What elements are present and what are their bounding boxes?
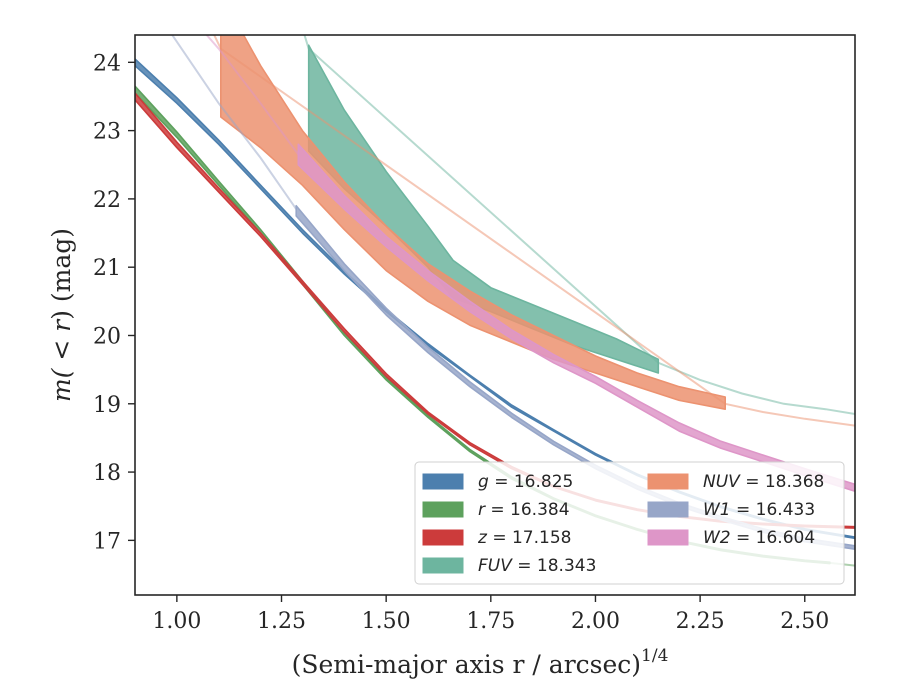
series-w2 <box>205 35 855 492</box>
series-z <box>135 92 855 529</box>
legend-label-w2: W2 = 16.604 <box>703 528 815 548</box>
legend-swatch-r <box>422 501 464 518</box>
legend-label-g: g = 16.825 <box>478 472 573 492</box>
y-tick-label: 21 <box>93 256 121 281</box>
legend-label-z: z = 17.158 <box>477 528 571 548</box>
x-tick-label: 1.50 <box>362 609 411 634</box>
legend-swatch-w1 <box>647 501 689 518</box>
y-tick-label: 17 <box>93 529 121 554</box>
plot-frame <box>134 34 856 596</box>
legend-swatch-g <box>422 473 464 490</box>
legend-label-w1: W1 = 16.433 <box>703 500 815 520</box>
legend-item-w1: W1 = 16.433 <box>647 500 815 520</box>
x-tick-label: 1.75 <box>466 609 515 634</box>
y-tick-label: 19 <box>93 393 121 418</box>
legend-swatch-fuv <box>422 557 464 574</box>
series-w1-band <box>295 204 855 550</box>
legend-item-nuv: NUV = 18.368 <box>647 472 824 492</box>
x-axis-label: (Semi-major axis r / arcsec)1/4 <box>292 646 669 679</box>
legend-frame <box>414 461 845 585</box>
series-w2-band <box>297 143 855 492</box>
legend-item-w2: W2 = 16.604 <box>647 528 815 548</box>
series-z-band <box>135 92 855 529</box>
y-tick-label: 20 <box>93 324 121 349</box>
x-tick-label: 1.25 <box>257 609 306 634</box>
legend-item-g: g = 16.825 <box>422 472 573 492</box>
y-axis-label: m( < r) (mag) <box>47 228 76 402</box>
series-w1 <box>171 35 855 550</box>
x-axis-label-exponent: 1/4 <box>641 646 668 666</box>
legend-swatch-w2 <box>647 529 689 546</box>
legend-swatch-nuv <box>647 473 689 490</box>
legend-label-fuv: FUV = 18.343 <box>478 556 596 576</box>
legend-label-nuv: NUV = 18.368 <box>703 472 824 492</box>
series-w2-extrapolation <box>205 35 300 156</box>
y-tick-label: 23 <box>93 120 121 145</box>
x-tick-label: 1.00 <box>152 609 201 634</box>
series-nuv <box>213 35 855 427</box>
ticks-layer: 1.00 1.25 1.50 1.75 2.00 2.25 2.50 17 18 19 20 21 22… <box>93 51 829 634</box>
x-tick-label: 2.00 <box>571 609 620 634</box>
y-tick-label: 18 <box>93 461 121 486</box>
legend-label-r: r = 16.384 <box>478 500 570 520</box>
legend-item-z: z = 17.158 <box>422 528 571 548</box>
legend: g = 16.825 r = 16.384 z = 17.158 FUV = 18.3… <box>414 461 845 585</box>
x-tick-label: 2.25 <box>676 609 725 634</box>
legend-item-fuv: FUV = 18.343 <box>422 556 596 576</box>
y-tick-label: 22 <box>93 188 121 213</box>
series-nuv-band <box>220 35 726 410</box>
y-tick-label: 24 <box>93 51 121 76</box>
series-w1-extrapolation <box>171 35 298 210</box>
legend-swatch-z <box>422 529 464 546</box>
x-tick-label: 2.50 <box>780 609 829 634</box>
legend-item-r: r = 16.384 <box>422 500 570 520</box>
